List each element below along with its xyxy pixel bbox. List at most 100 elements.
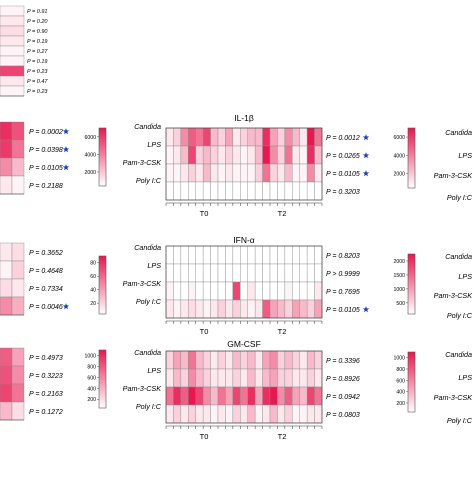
heatmap-cell — [277, 245, 286, 265]
left-heatmap-cell — [0, 278, 13, 298]
heatmap-cell — [277, 127, 286, 147]
left-heatmap-cell — [11, 347, 25, 367]
heatmap-cell — [240, 263, 248, 283]
stimulus-label: Pam-3-CSK — [123, 384, 163, 393]
heatmap-cell — [254, 181, 263, 201]
heatmap-cell — [292, 181, 300, 201]
heatmap-cell — [225, 299, 234, 319]
p-value: P = 0.0803 — [326, 412, 360, 419]
right-stimulus-label: Candida — [445, 252, 472, 261]
heatmap-cell — [225, 350, 234, 370]
heatmap-cell — [225, 245, 234, 265]
left-p-value: P = 0.2163 — [29, 391, 63, 398]
heatmap-cell — [314, 263, 323, 283]
heatmap-cell — [210, 386, 219, 406]
heatmap-cell — [225, 368, 234, 388]
timepoint-label: T0 — [200, 209, 209, 218]
heatmap-cell — [217, 145, 226, 165]
heatmap-cell — [195, 386, 204, 406]
heatmap-cell — [165, 350, 174, 370]
p-value: P = 0.0265 — [326, 153, 360, 160]
heatmap-cell — [314, 368, 323, 388]
top-partial-p-value: P = 0.47 — [27, 79, 48, 85]
significance-star — [62, 128, 70, 135]
heatmap-cell — [210, 350, 219, 370]
heatmap-cell — [254, 350, 263, 370]
heatmap-cell — [284, 386, 293, 406]
heatmap-cell — [292, 281, 300, 301]
heatmap-cell — [210, 127, 219, 147]
left-heatmap-cell — [0, 139, 13, 159]
significance-star — [362, 170, 370, 177]
heatmap-cell — [254, 281, 263, 301]
heatmap-cell — [299, 127, 308, 147]
heatmap-cell — [306, 127, 315, 147]
heatmap-cell — [195, 368, 204, 388]
heatmap-cell — [262, 245, 271, 265]
heatmap-cell — [188, 181, 196, 201]
stimulus-label: Candida — [134, 243, 161, 252]
heatmap-cell — [277, 163, 286, 183]
left-heatmap-cell — [11, 365, 25, 385]
heatmap-cell — [284, 145, 293, 165]
heatmap-cell — [195, 299, 204, 319]
heatmap-cell — [254, 368, 263, 388]
heatmap-cell — [217, 299, 226, 319]
heatmap-cell — [314, 163, 323, 183]
heatmap-cell — [306, 404, 315, 424]
heatmap-cell — [173, 404, 182, 424]
heatmap-cell — [262, 145, 271, 165]
heatmap-cell — [210, 181, 219, 201]
heatmap-cell — [232, 245, 241, 265]
stimulus-label: Poly I:C — [136, 297, 162, 306]
left-heatmap-cell — [0, 296, 13, 316]
heatmap-cell — [277, 181, 286, 201]
p-value: P = 0.3203 — [326, 189, 360, 196]
heatmap-cell — [180, 181, 189, 201]
heatmap-cell — [173, 386, 182, 406]
heatmap-cell — [306, 299, 315, 319]
heatmap-cell — [180, 263, 189, 283]
color-legend-bar — [98, 349, 107, 409]
heatmap-cell — [188, 145, 196, 165]
heatmap-cell — [269, 245, 278, 265]
heatmap-cell — [195, 263, 204, 283]
heatmap-cell — [210, 163, 219, 183]
heatmap-cell — [240, 181, 248, 201]
heatmap-cell — [277, 386, 286, 406]
right-color-legend-tick-label: 200 — [396, 401, 405, 407]
heatmap-cell — [292, 404, 300, 424]
right-stimulus-label: LPS — [458, 272, 472, 281]
heatmap-cell — [262, 163, 271, 183]
heatmap-cell — [210, 299, 219, 319]
heatmap-cell — [247, 404, 256, 424]
p-value: P > 0.9999 — [326, 271, 360, 278]
top-partial-p-value: P = 0.90 — [27, 29, 48, 35]
heatmap-cell — [240, 127, 248, 147]
left-heatmap-cell — [0, 242, 13, 262]
stimulus-label: Poly I:C — [136, 402, 162, 411]
heatmap-cell — [299, 145, 308, 165]
panel-title: IL-1β — [234, 113, 254, 123]
heatmap-cell — [225, 127, 234, 147]
color-legend-tick-label: 1000 — [84, 353, 96, 359]
heatmap-cell — [262, 350, 271, 370]
heatmap-cell — [180, 299, 189, 319]
heatmap-cell — [299, 299, 308, 319]
heatmap-cell — [173, 281, 182, 301]
left-heatmap-cell — [11, 383, 25, 403]
panel-title: IFN-α — [233, 235, 255, 245]
heatmap-cell — [299, 386, 308, 406]
p-value: P = 0.0105 — [326, 307, 360, 314]
stimulus-label: Candida — [134, 122, 161, 131]
heatmap-cell — [292, 245, 300, 265]
left-p-value: P = 0.4648 — [29, 268, 63, 275]
heatmap-cell — [202, 404, 211, 424]
heatmap-cell — [284, 299, 293, 319]
heatmap-cell — [240, 163, 248, 183]
heatmap-cell — [217, 404, 226, 424]
heatmap-cell — [165, 181, 174, 201]
timepoint-label: T0 — [200, 432, 209, 441]
